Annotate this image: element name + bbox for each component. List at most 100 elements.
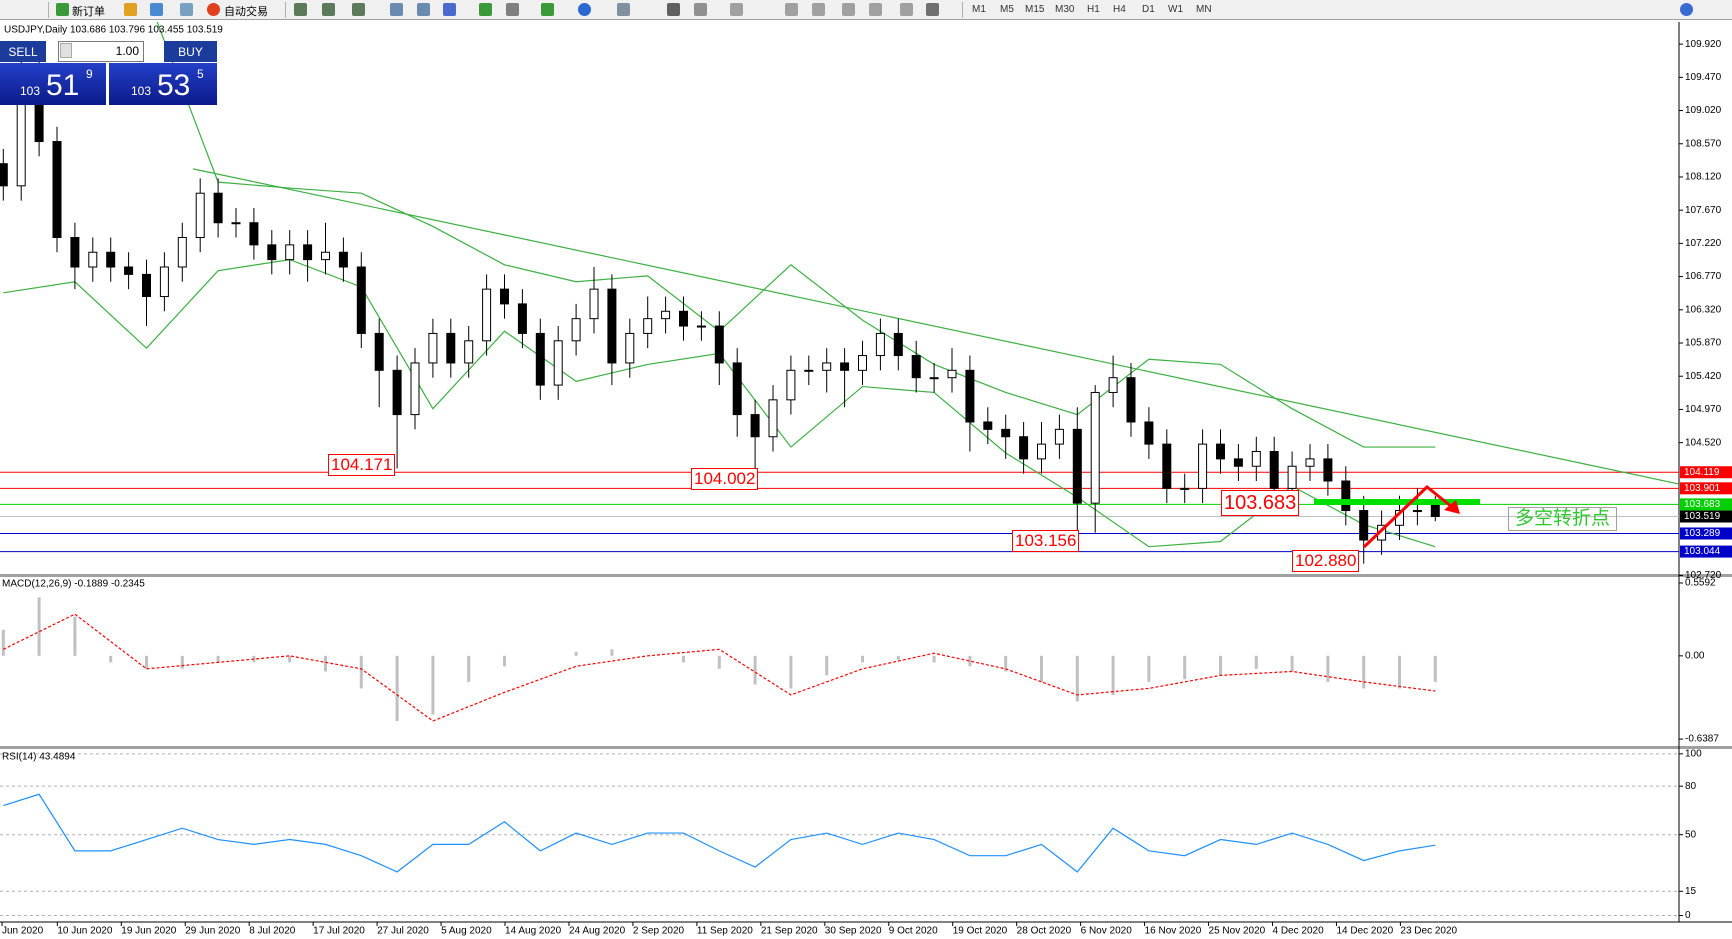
ask-price[interactable]: 103 53 5 [109, 63, 217, 105]
icon[interactable] [294, 3, 307, 16]
bid-price[interactable]: 103 51 9 [0, 63, 106, 105]
macd-bar [1004, 655, 1008, 672]
y-tick-label: 0 [1685, 910, 1691, 921]
candle-body [177, 236, 187, 268]
candle-body [1430, 503, 1440, 518]
timeframe[interactable]: M1 [972, 4, 986, 15]
candle-body [875, 332, 885, 357]
icon[interactable] [506, 3, 519, 16]
auto-trading-icon[interactable] [207, 3, 220, 16]
candle-body [589, 288, 599, 320]
cursor[interactable] [667, 3, 680, 16]
candle-body [70, 236, 80, 268]
price-level-box [1680, 498, 1732, 511]
label-tool[interactable] [900, 3, 913, 16]
candle-body [1037, 443, 1046, 460]
sell-button[interactable]: SELL [0, 41, 46, 62]
new-order-icon[interactable] [56, 3, 69, 16]
candle-body [1233, 458, 1243, 467]
candle-body [374, 332, 384, 371]
y-tick-label: 50 [1685, 829, 1697, 840]
candle-body [0, 163, 8, 187]
candle-body [392, 369, 402, 416]
y-tick-label: 0.5592 [1685, 578, 1716, 589]
timeframe[interactable]: H1 [1087, 4, 1100, 15]
timeframe[interactable]: H4 [1113, 4, 1126, 15]
macd-bar [682, 655, 685, 663]
candle-body [607, 288, 617, 364]
candle-body [428, 332, 438, 364]
rsi-line [3, 793, 1436, 873]
line-tool[interactable] [785, 3, 798, 16]
crosshair[interactable] [694, 3, 707, 16]
icon[interactable] [322, 3, 335, 16]
icon[interactable] [150, 3, 163, 16]
icon[interactable] [352, 3, 365, 16]
candle-body [500, 288, 509, 305]
x-tick-label: 6 Nov 2020 [1081, 926, 1133, 937]
icon[interactable] [180, 3, 193, 16]
candle-body [1162, 443, 1172, 489]
y-tick-label: 80 [1685, 781, 1697, 792]
candle-body [1019, 436, 1029, 460]
timeframe[interactable]: M5 [1000, 4, 1014, 15]
candle-body [356, 266, 366, 334]
candle-body [1251, 450, 1261, 467]
search[interactable] [1680, 3, 1693, 16]
macd-bar [1362, 655, 1366, 689]
text-tool[interactable] [869, 3, 882, 16]
y-tick-label: 102.720 [1685, 570, 1722, 581]
candle-body [249, 222, 259, 246]
candle-body [625, 332, 635, 364]
x-tick-label: 19 Oct 2020 [953, 926, 1008, 937]
candle-body [732, 362, 742, 416]
line-tool[interactable] [842, 3, 855, 16]
candle-body [929, 377, 939, 380]
auto-trading[interactable]: 自动交易 [224, 6, 268, 18]
candle-body [303, 244, 313, 261]
periods[interactable] [578, 3, 591, 16]
buy-button[interactable]: BUY [164, 41, 217, 62]
icon[interactable] [124, 3, 137, 16]
price-pips: 53 [157, 69, 191, 102]
zoom-out[interactable] [417, 3, 430, 16]
timeframe[interactable]: D1 [1142, 4, 1155, 15]
price-annotation: 103.683 [1221, 490, 1300, 516]
line-tool[interactable] [812, 3, 825, 16]
candle-body [1216, 443, 1225, 460]
rsi-plot [0, 753, 1679, 917]
indicators[interactable] [541, 3, 554, 16]
timeframe[interactable]: W1 [1168, 4, 1183, 15]
macd-bar [324, 655, 327, 672]
candle-body [1359, 510, 1369, 541]
macd-bar [1075, 655, 1079, 702]
candle-body [535, 332, 545, 386]
new-order[interactable]: 新订单 [72, 6, 105, 18]
candle-body [965, 369, 975, 423]
candle-body [1180, 487, 1190, 490]
macd-bar [37, 597, 41, 656]
timeframe[interactable]: M15 [1025, 4, 1045, 15]
timeframe[interactable]: M30 [1055, 4, 1075, 15]
panel-separator [0, 746, 1732, 749]
macd-bar [216, 655, 220, 663]
x-tick-label: 28 Oct 2020 [1017, 926, 1072, 937]
lot-input[interactable]: 1.00 [58, 41, 144, 62]
candle-body [1144, 421, 1154, 445]
arrows-tool[interactable] [926, 3, 939, 16]
candle-body [338, 251, 348, 268]
trendline [192, 168, 1679, 485]
zoom-in[interactable] [390, 3, 403, 16]
candle-body [858, 355, 867, 371]
icon[interactable] [479, 3, 492, 16]
line-tool[interactable] [730, 3, 743, 16]
templates[interactable] [617, 3, 630, 16]
price-annotation: 104.002 [691, 468, 759, 490]
icon[interactable] [443, 3, 456, 16]
pivot-annotation: 多空转折点 [1508, 507, 1618, 531]
candle-body [231, 222, 241, 225]
candle-body [142, 273, 151, 298]
lot-spinner[interactable] [60, 43, 72, 58]
timeframe[interactable]: MN [1196, 4, 1212, 15]
